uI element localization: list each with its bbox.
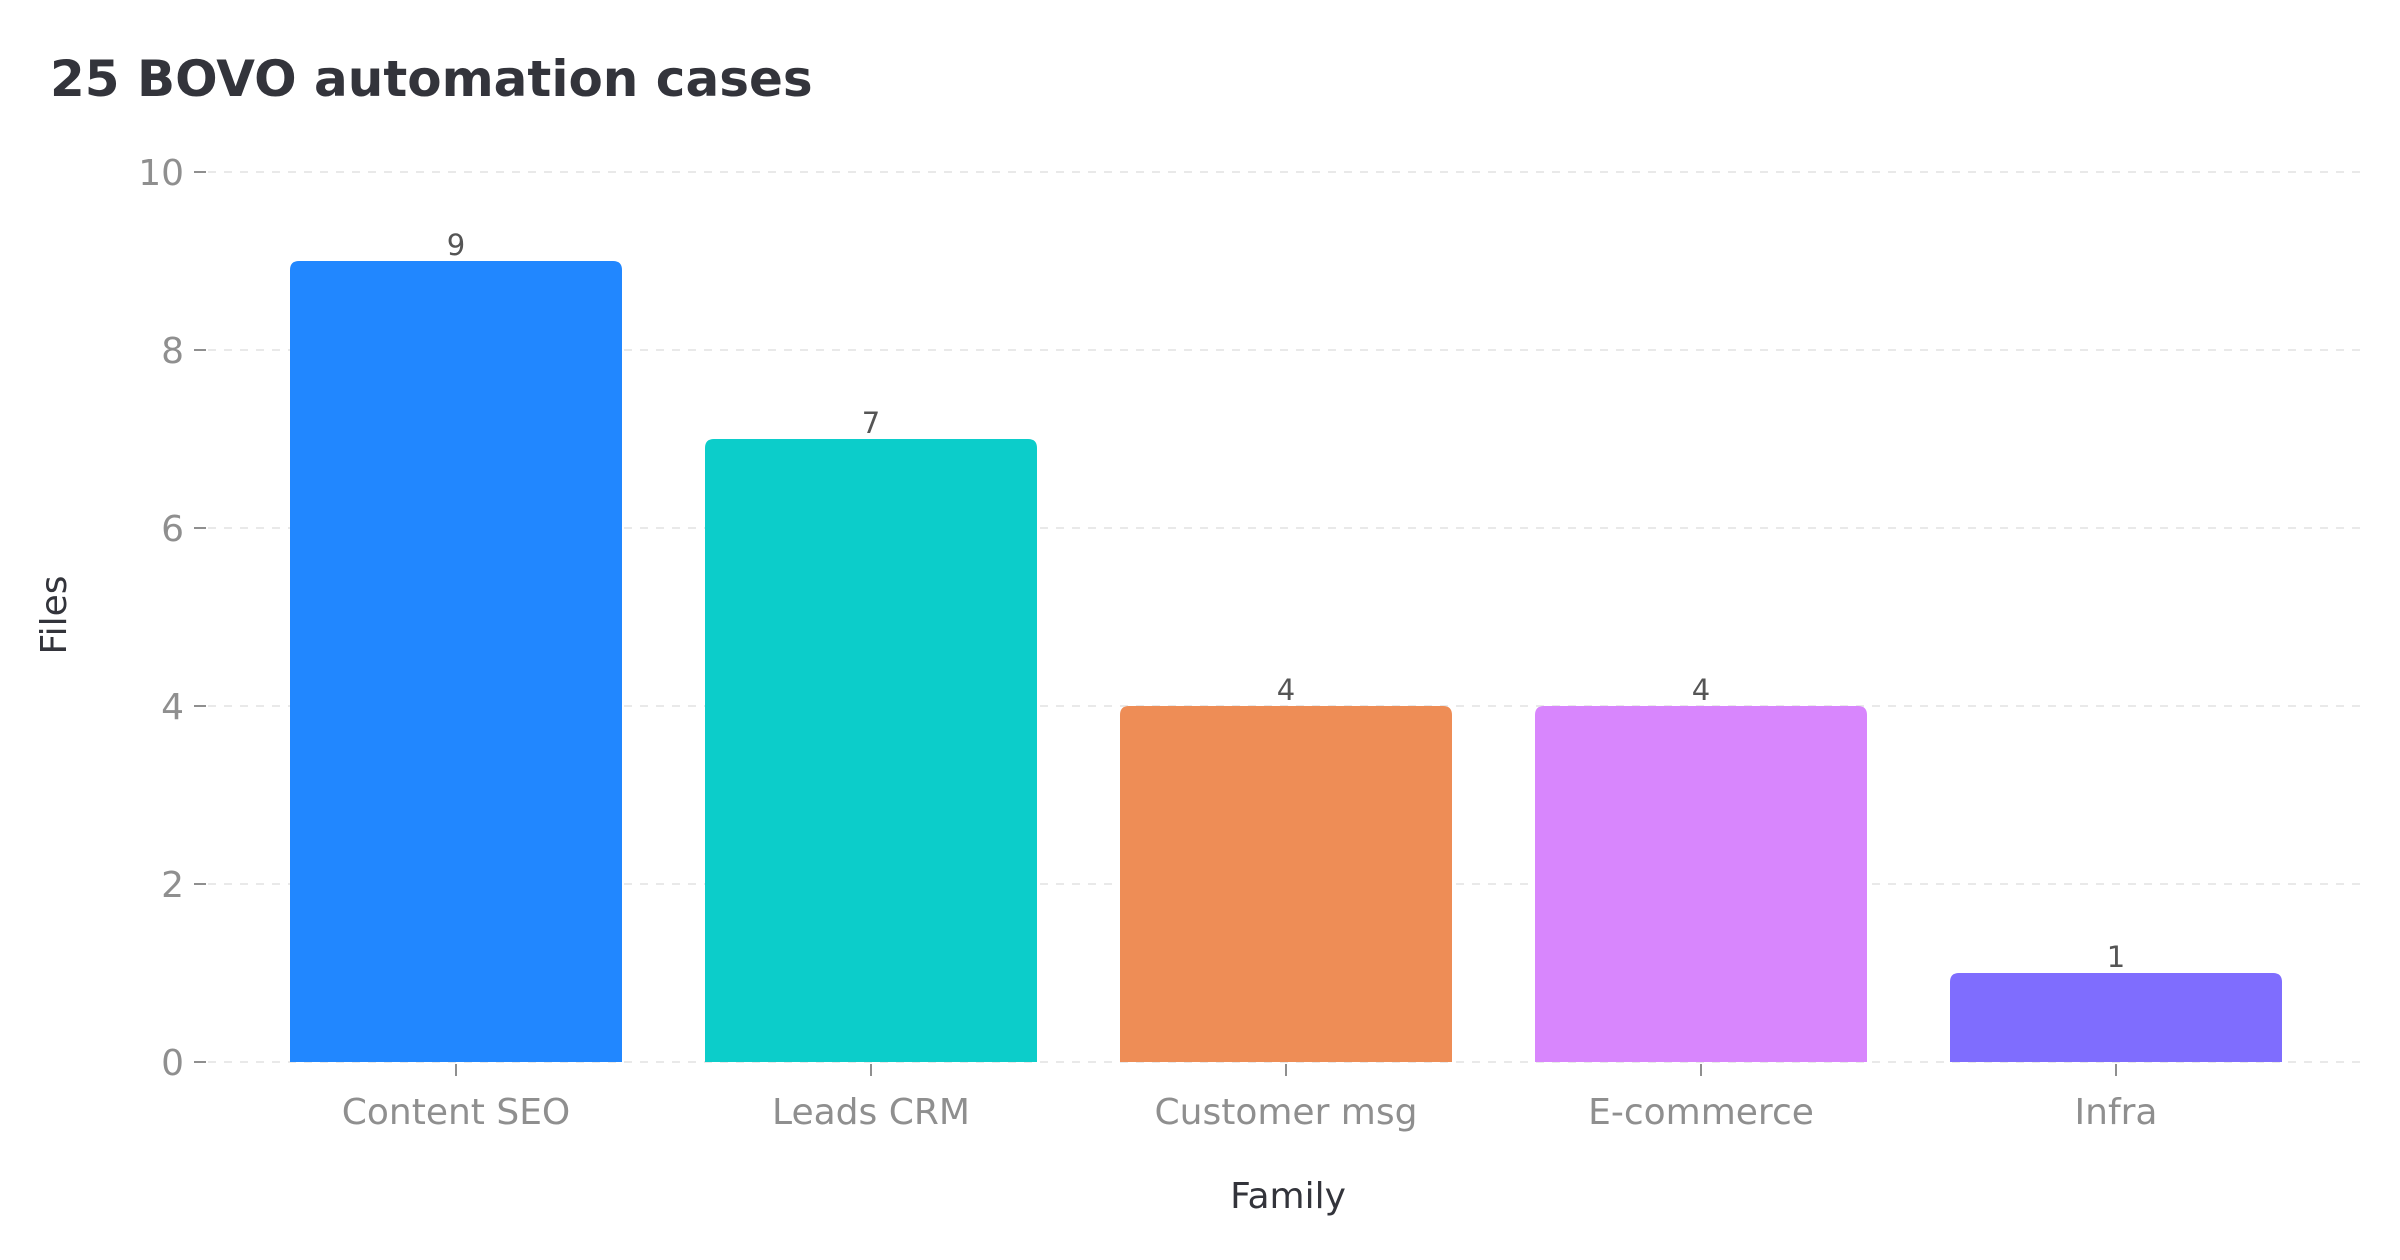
data-label: 4 — [1277, 673, 1295, 707]
bar-content-seo — [290, 261, 622, 1062]
x-tick-label: Content SEO — [342, 1092, 571, 1133]
x-axis-label: Family — [1230, 1176, 1346, 1217]
y-tick-label: 0 — [161, 1043, 184, 1084]
data-label: 7 — [862, 406, 880, 440]
bar-infra — [1950, 973, 2282, 1062]
bar-leads-crm — [705, 439, 1037, 1062]
y-tick-label: 4 — [161, 687, 184, 728]
data-label: 4 — [1692, 673, 1710, 707]
bars — [290, 261, 2282, 1062]
y-axis-ticks: 0 2 4 6 8 10 — [138, 153, 206, 1084]
x-tick-label: Infra — [2075, 1092, 2158, 1133]
x-tick-label: Leads CRM — [772, 1092, 970, 1133]
chart-title: 25 BOVO automation cases — [50, 50, 813, 108]
bar-e-commerce — [1535, 706, 1867, 1062]
data-label: 9 — [447, 228, 465, 262]
y-tick-label: 8 — [161, 331, 184, 372]
y-tick-label: 2 — [161, 865, 184, 906]
bar-customer-msg — [1120, 706, 1452, 1062]
x-axis-ticks: Content SEO Leads CRM Customer msg E-commer… — [342, 1064, 2158, 1133]
y-tick-label: 6 — [161, 509, 184, 550]
data-labels: 9 7 4 4 1 — [447, 228, 2125, 974]
y-axis-label: Files — [34, 576, 75, 655]
x-tick-label: Customer msg — [1155, 1092, 1418, 1133]
data-label: 1 — [2107, 940, 2125, 974]
x-tick-label: E-commerce — [1588, 1092, 1814, 1133]
y-tick-label: 10 — [138, 153, 184, 194]
